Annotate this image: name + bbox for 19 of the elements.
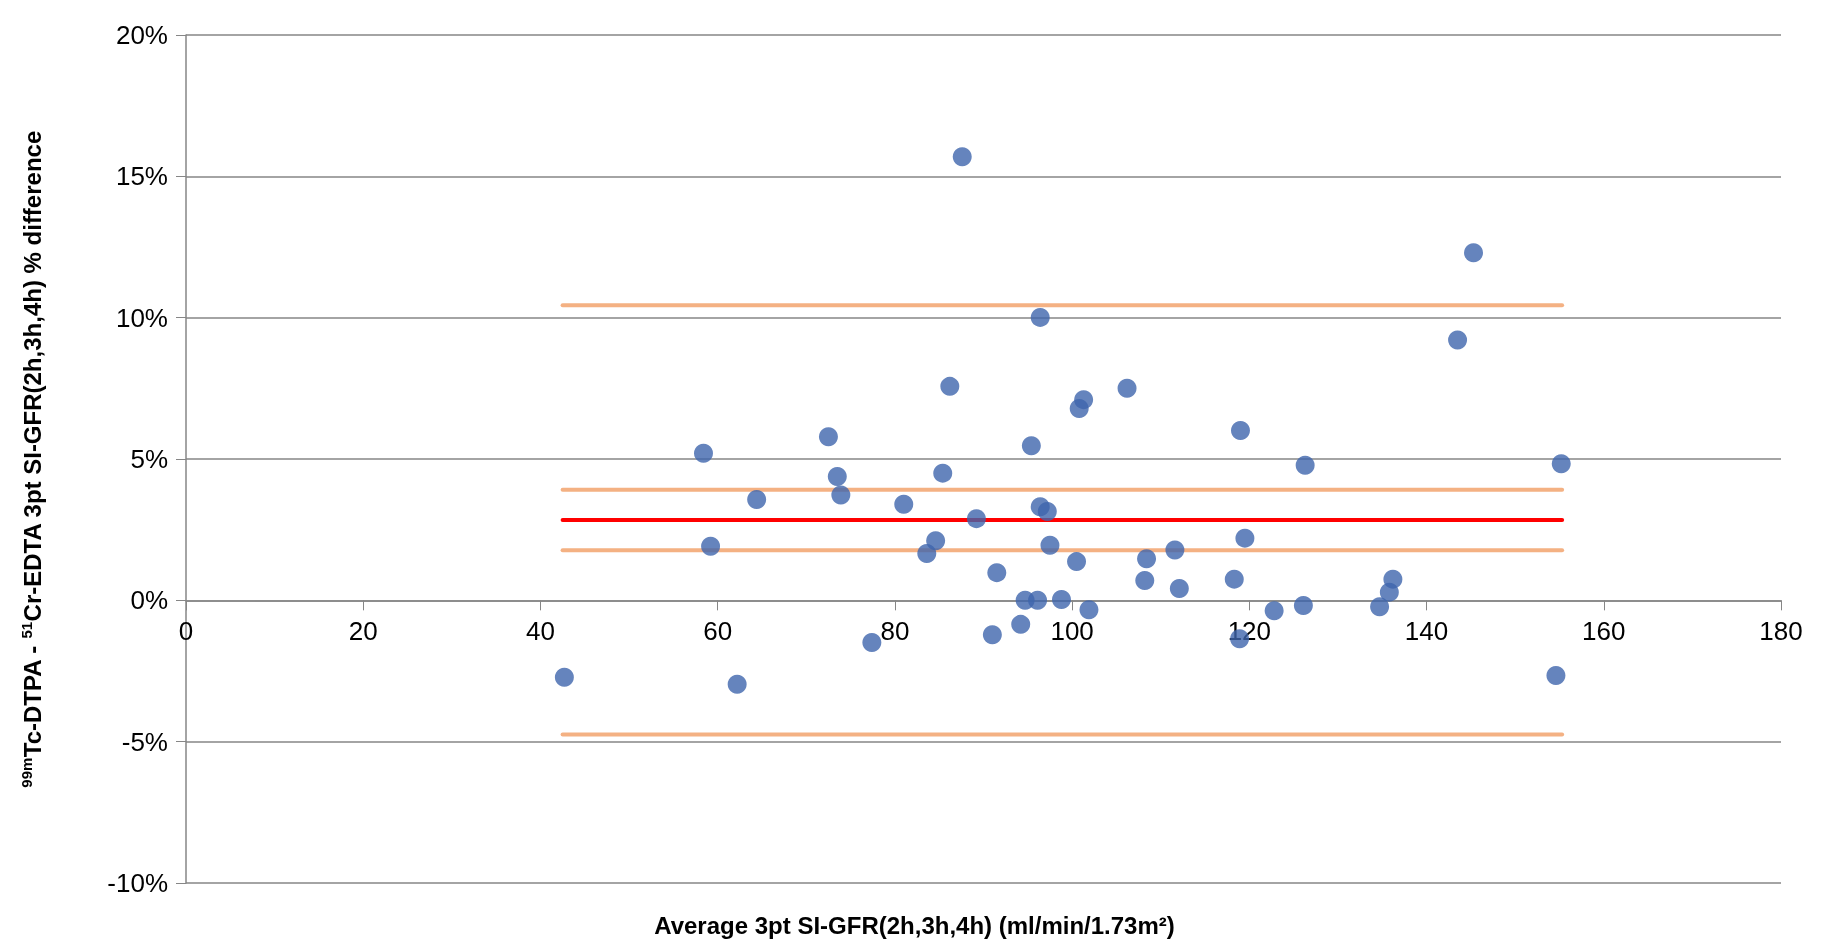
y-tick-label: -10%: [107, 868, 168, 898]
x-axis-title: Average 3pt SI-GFR(2h,3h,4h) (ml/min/1.73m²): [654, 911, 1175, 939]
y-tick-label: 10%: [115, 302, 168, 333]
x-tick-label: 40: [525, 616, 555, 647]
x-tick-label: 60: [703, 616, 733, 647]
y-axis-title: 99mTc-DTPA - 51Cr-EDTA 3pt SI-GFR(2h,3h,4h) % difference: [18, 130, 46, 788]
x-tick-label: 0: [178, 616, 194, 647]
x-tick-label: 140: [1404, 616, 1449, 647]
y-tick-label: 5%: [130, 444, 168, 474]
x-tick-label: 80: [880, 616, 910, 647]
x-tick-label: 180: [1759, 616, 1803, 647]
x-tick-label: 20: [348, 616, 378, 647]
y-tick-label: 0%: [130, 585, 168, 616]
y-tick-label: -5%: [121, 726, 168, 757]
y-tick-label: 15%: [115, 161, 168, 192]
x-tick-label: 120: [1227, 616, 1272, 647]
x-tick-label: 160: [1582, 616, 1626, 647]
y-tick-label: 20%: [115, 20, 168, 50]
x-tick-label: 100: [1050, 616, 1094, 647]
